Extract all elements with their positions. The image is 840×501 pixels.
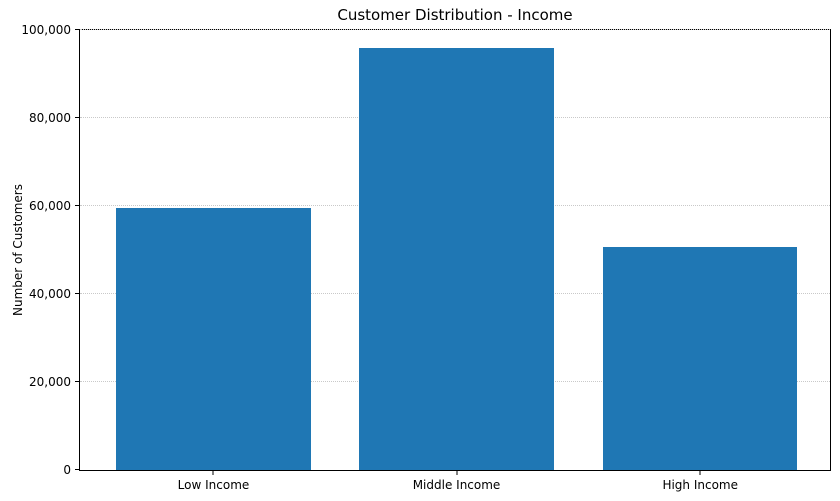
y-tick-label: 100,000 — [21, 23, 71, 37]
x-tick-mark — [212, 471, 214, 475]
y-tick-label: 40,000 — [29, 287, 71, 301]
y-tick-label: 20,000 — [29, 375, 71, 389]
y-tick-mark — [75, 381, 79, 382]
x-tick-label: Middle Income — [412, 478, 501, 492]
plot-area: 0 20,000 40,000 60,000 80,000 100,000 Low Inc… — [21, 23, 831, 492]
bar-middle-income — [359, 47, 554, 470]
x-tick-label: High Income — [662, 478, 739, 492]
bar-high-income — [603, 246, 798, 470]
y-tick-mark — [75, 117, 79, 118]
y-tick-label: 0 — [63, 463, 71, 477]
gridline — [80, 29, 830, 30]
chart-title: Customer Distribution - Income — [337, 6, 573, 24]
y-tick-label: 80,000 — [29, 111, 71, 125]
x-tick-mark — [699, 471, 701, 475]
y-tick-mark — [75, 469, 79, 470]
y-tick-mark — [75, 29, 79, 30]
x-tick-label: Low Income — [177, 478, 250, 492]
y-tick-label: 60,000 — [29, 199, 71, 213]
bar-low-income — [116, 207, 311, 470]
y-tick-mark — [75, 205, 79, 206]
y-axis-label: Number of Customers — [11, 184, 25, 316]
y-tick-mark — [75, 293, 79, 294]
x-tick-mark — [456, 471, 457, 475]
